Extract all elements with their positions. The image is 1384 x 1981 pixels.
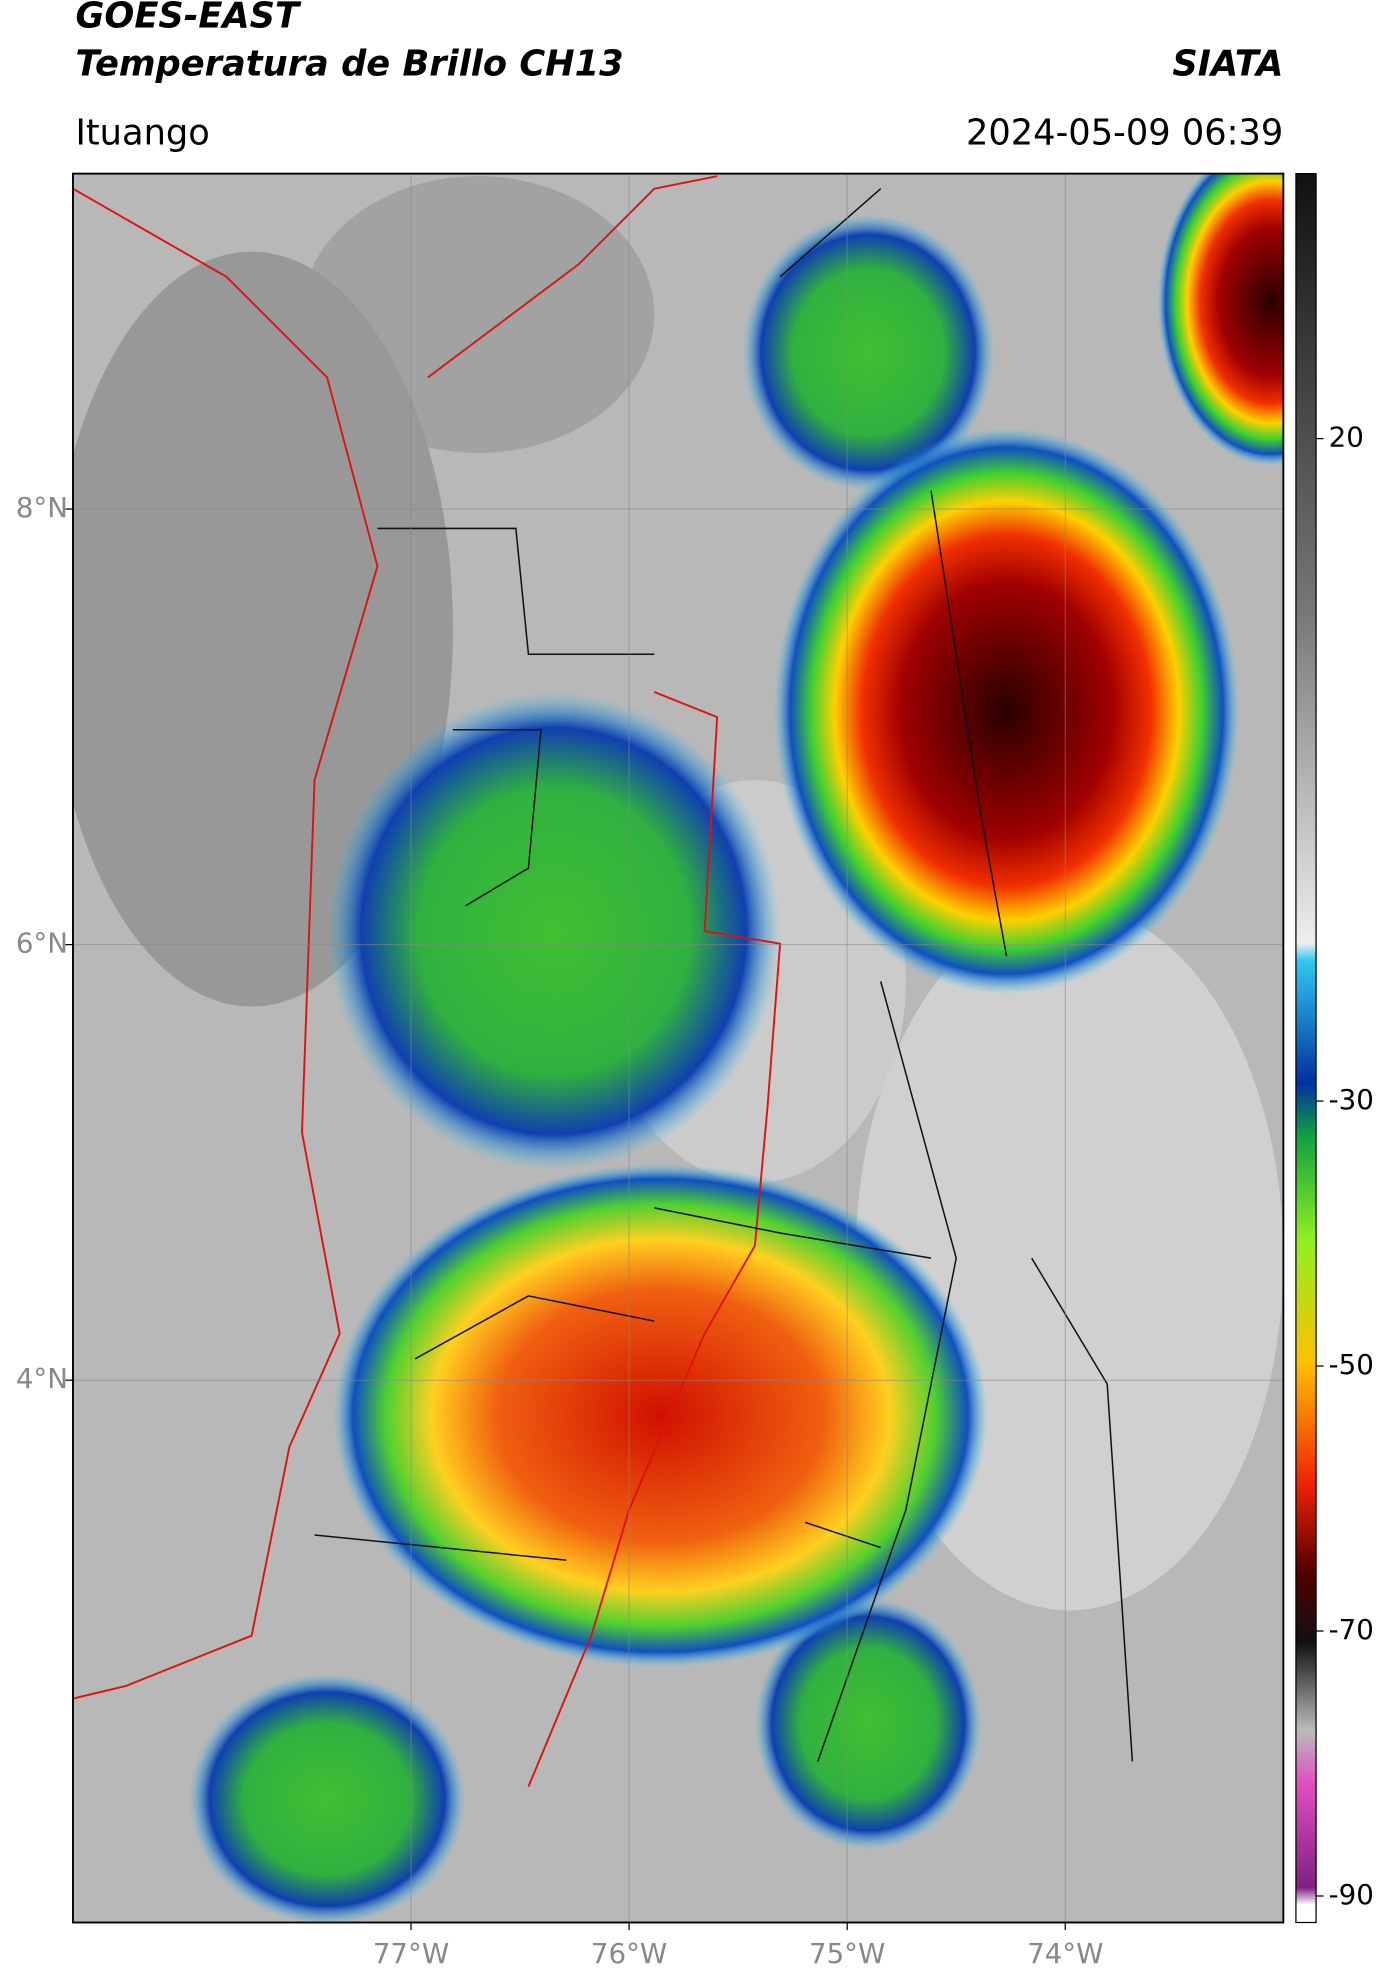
y-tick-label: 4°N: [16, 1362, 68, 1395]
colorbar-tick-label: -70: [1329, 1613, 1374, 1646]
datetime: 2024-05-09 06:39: [966, 113, 1283, 154]
grid: [72, 173, 1284, 1923]
colorbar-tick-label: -90: [1329, 1878, 1374, 1911]
y-tick-label: 6°N: [16, 927, 68, 960]
cloud: [301, 176, 655, 453]
storm: [333, 1163, 988, 1668]
imagery: [72, 173, 1284, 1923]
colorbar: [1295, 172, 1317, 1924]
convection: [742, 213, 994, 491]
x-tick-label: 74°W: [1027, 1937, 1103, 1970]
coastline: [72, 187, 379, 1700]
x-tick-label: 75°W: [809, 1937, 885, 1970]
satellite: GOES-EAST: [75, 0, 302, 37]
map-frame: [72, 172, 1285, 1924]
y-tick-label: 8°N: [16, 491, 68, 524]
convection: [754, 1597, 982, 1850]
convection: [327, 691, 781, 1171]
colorbar-tick-label: -30: [1329, 1083, 1374, 1116]
admin-boundary: [314, 188, 1134, 1762]
region: Ituango: [75, 113, 209, 154]
source: SIATA: [1172, 43, 1283, 84]
storm: [1157, 173, 1284, 466]
product: Temperatura de Brillo CH13: [75, 43, 623, 84]
x-tick-label: 77°W: [373, 1937, 449, 1970]
storm: [773, 427, 1240, 994]
colorbar-tick-label: 20: [1329, 421, 1364, 454]
x-tick-label: 76°W: [591, 1937, 667, 1970]
convection: [188, 1673, 466, 1923]
boundary: [427, 175, 782, 1787]
colorbar-tick-label: -50: [1329, 1348, 1374, 1381]
